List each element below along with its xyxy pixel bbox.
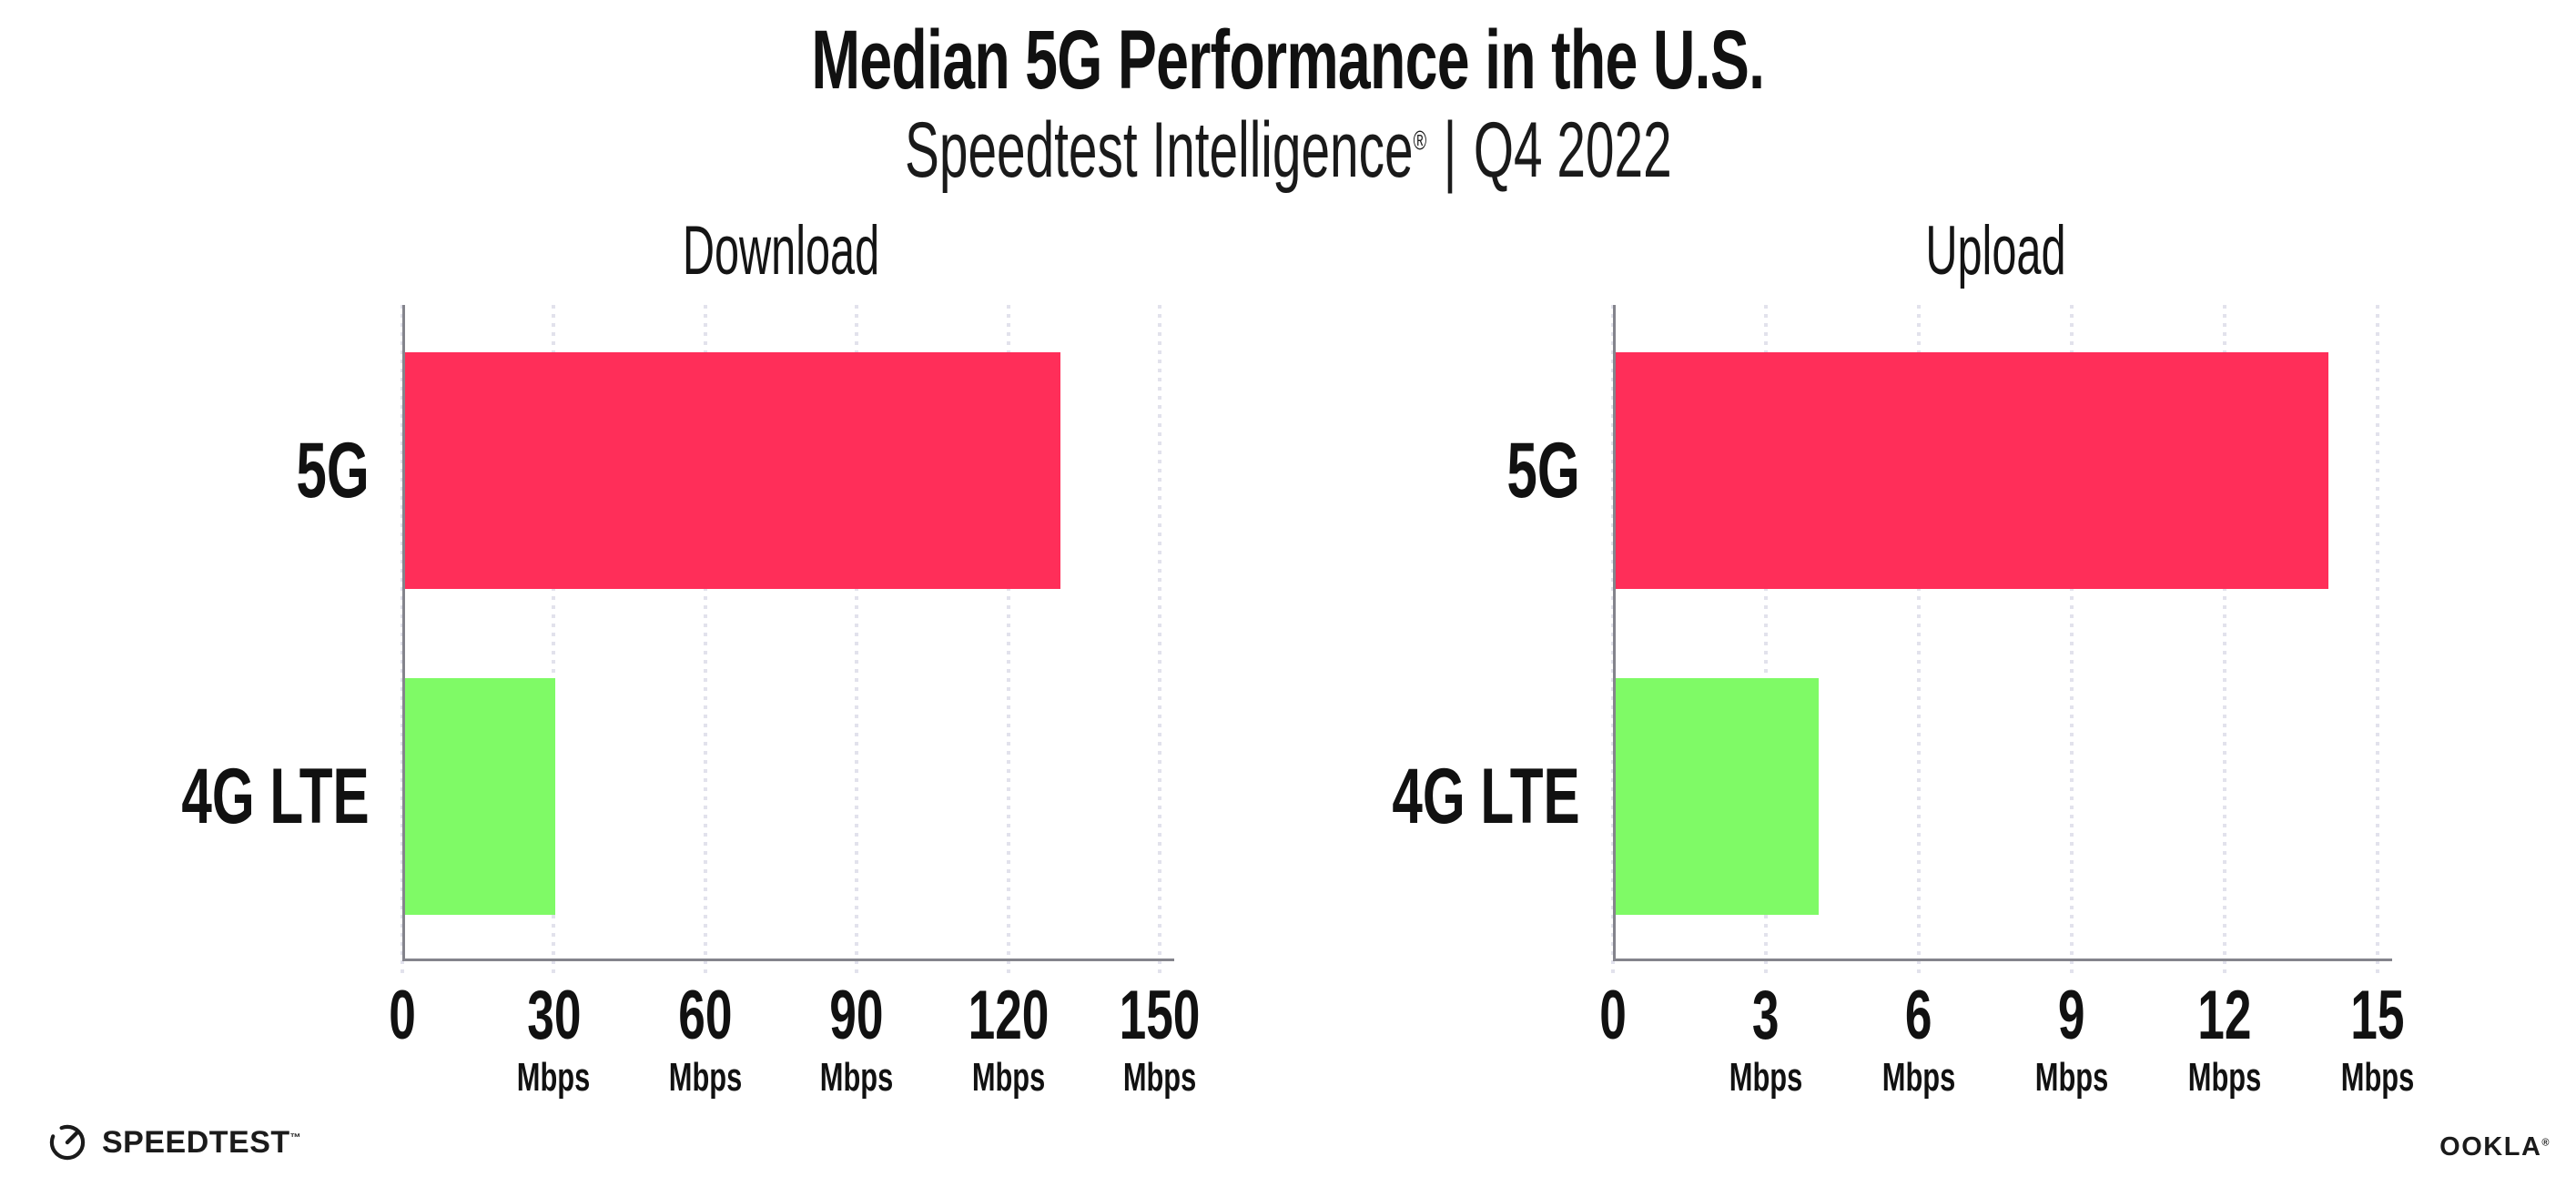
tick-unit: Mbps [2187,1055,2262,1100]
tick-unit: Mbps [517,1055,591,1100]
tick-value: 15 [2350,977,2405,1054]
tick-value: 6 [1905,977,1932,1054]
tick-unit: Mbps [819,1055,894,1100]
tick-value: 3 [1752,977,1780,1054]
bar-4g-lte [1615,678,1819,915]
bar-5g [404,352,1061,589]
subtitle: Speedtest Intelligence® | Q4 2022 [0,106,2576,196]
gridline [1611,305,1615,973]
ookla-registered-mark: ® [2541,1137,2551,1149]
gridline [2376,305,2379,973]
speedtest-gauge-icon [49,1124,86,1161]
y-axis-line [402,305,405,959]
tick-unit: Mbps [971,1055,1045,1100]
ookla-logo: OOKLA® [2439,1132,2551,1162]
category-label: 5G [1476,431,1580,510]
axis-tick-label: 15 Mbps [2326,980,2430,1101]
axis-tick-label: 120 Mbps [950,980,1066,1101]
tick-unit: Mbps [2340,1055,2415,1100]
tick-unit: Mbps [2034,1055,2109,1100]
gridline [401,305,404,973]
tick-value: 30 [526,977,581,1054]
tick-unit: Mbps [668,1055,743,1100]
axis-tick-label: 3 Mbps [1714,980,1819,1101]
chart-title-text: Upload [1924,212,2066,289]
trademark-mark: ™ [289,1131,302,1144]
chart-title: Download [402,211,1160,290]
axis-tick-label: 0 [383,980,421,1051]
tick-value: 0 [1599,977,1627,1054]
category-label-text: 5G [296,427,370,514]
category-label-text: 4G LTE [181,753,370,840]
axis-tick-label: 90 Mbps [805,980,909,1101]
x-axis-line [402,959,1174,961]
axis-tick-label: 9 Mbps [2020,980,2125,1101]
speedtest-logo: SPEEDTEST™ [47,1121,301,1163]
axis-tick-label: 0 [1594,980,1632,1051]
subtitle-period: Q4 2022 [1473,107,1672,194]
gridline [1917,305,1921,973]
tick-unit: Mbps [1881,1055,1956,1100]
speedtest-wordmark: SPEEDTEST™ [102,1124,302,1160]
subtitle-separator: | [1443,107,1457,194]
y-axis-line [1613,305,1616,959]
axis-tick-label: 30 Mbps [502,980,606,1101]
chart-title: Upload [1613,211,2378,290]
category-label-text: 5G [1506,427,1580,514]
tick-value: 150 [1119,977,1201,1054]
gridline [2223,305,2226,973]
gridline [1764,305,1768,973]
category-label-text: 4G LTE [1392,753,1580,840]
registered-mark: ® [1413,126,1426,157]
tick-unit: Mbps [1729,1055,1803,1100]
axis-tick-label: 12 Mbps [2173,980,2277,1101]
gridline [1158,305,1161,973]
tick-value: 60 [678,977,733,1054]
bar-4g-lte [404,678,556,915]
gridline [552,305,556,973]
tick-value: 120 [968,977,1049,1054]
gridline [2070,305,2074,973]
tick-value: 12 [2197,977,2252,1054]
tick-value: 9 [2058,977,2085,1054]
page-title-text: Median 5G Performance in the U.S. [811,14,1766,107]
subtitle-brand: Speedtest Intelligence [904,107,1414,194]
axis-tick-label: 150 Mbps [1102,980,1218,1101]
category-label: 4G LTE [1312,757,1580,836]
gridline [703,305,707,973]
x-axis-line [1613,959,2392,961]
bar-5g [1615,352,2328,589]
tick-unit: Mbps [1122,1055,1197,1100]
axis-tick-label: 60 Mbps [653,980,757,1101]
ookla-wordmark: OOKLA [2439,1132,2542,1161]
axis-tick-label: 6 Mbps [1867,980,1972,1101]
category-label: 4G LTE [101,757,370,836]
chart-title-text: Download [682,212,880,289]
tick-value: 90 [829,977,884,1054]
gridline [855,305,859,973]
gridline [1006,305,1010,973]
tick-value: 0 [389,977,416,1054]
category-label: 5G [265,431,370,510]
page-title: Median 5G Performance in the U.S. [0,13,2576,108]
